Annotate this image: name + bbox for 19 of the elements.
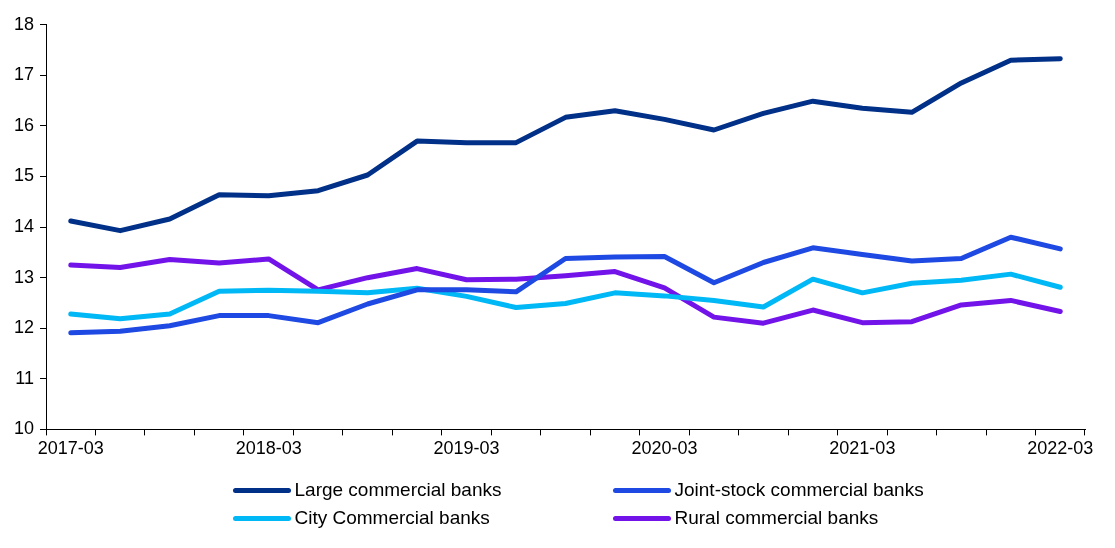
legend-label: City Commercial banks <box>294 507 490 529</box>
x-tick-label: 2020-03 <box>631 438 698 459</box>
y-tick-label: 13 <box>13 266 35 287</box>
x-tick-label: 2019-03 <box>433 438 500 459</box>
y-tick-label: 11 <box>15 367 35 388</box>
y-tick-label: 18 <box>13 13 35 34</box>
x-tick-label: 2021-03 <box>829 438 896 459</box>
y-tick-label: 16 <box>13 114 35 135</box>
y-tick-label: 10 <box>13 418 35 439</box>
legend-label: Rural commercial banks <box>674 507 879 529</box>
legend-label: Joint-stock commercial banks <box>674 479 924 501</box>
y-tick-label: 17 <box>13 64 35 85</box>
x-tick-label: 2022-03 <box>1027 438 1094 459</box>
x-tick-label: 2018-03 <box>235 438 302 459</box>
y-tick-label: 14 <box>13 216 35 237</box>
y-tick-label: 12 <box>13 317 35 338</box>
x-tick-label: 2017-03 <box>37 438 104 459</box>
legend-label: Large commercial banks <box>294 479 502 501</box>
y-tick-label: 15 <box>13 165 35 186</box>
